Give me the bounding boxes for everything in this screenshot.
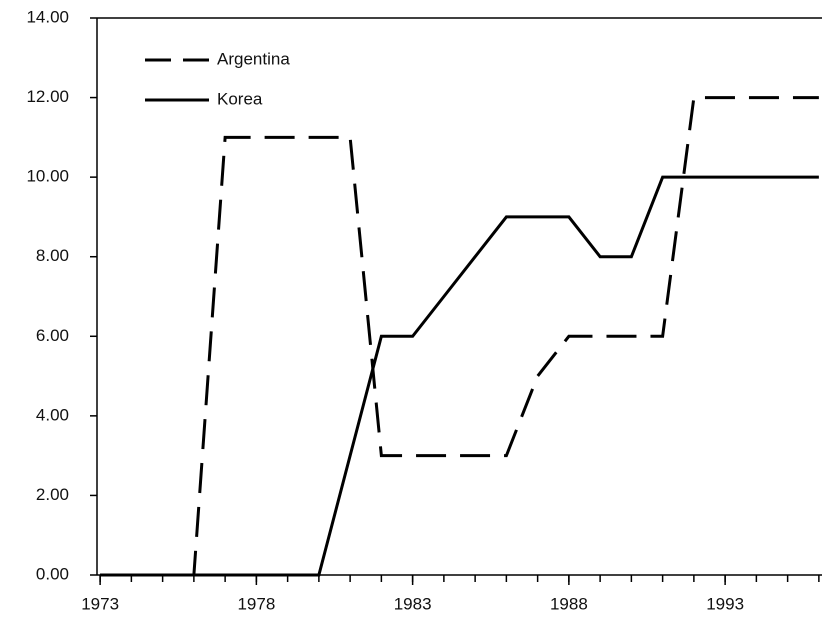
series-line — [100, 96, 819, 577]
series-line — [100, 175, 819, 577]
x-tick-label: 1978 — [237, 594, 275, 613]
x-tick-label: 1973 — [81, 594, 119, 613]
y-tick-label: 0.00 — [36, 564, 69, 583]
legend-label: Korea — [217, 89, 263, 108]
y-tick-label: 6.00 — [36, 326, 69, 345]
y-tick-label: 14.00 — [26, 7, 69, 26]
legend-label: Argentina — [217, 49, 290, 68]
y-tick-label: 2.00 — [36, 485, 69, 504]
y-tick-label: 12.00 — [26, 87, 69, 106]
x-tick-label: 1988 — [550, 594, 588, 613]
y-tick-label: 8.00 — [36, 246, 69, 265]
y-tick-label: 10.00 — [26, 167, 69, 186]
x-tick-label: 1983 — [394, 594, 432, 613]
y-tick-label: 4.00 — [36, 405, 69, 424]
x-tick-label: 1993 — [706, 594, 744, 613]
